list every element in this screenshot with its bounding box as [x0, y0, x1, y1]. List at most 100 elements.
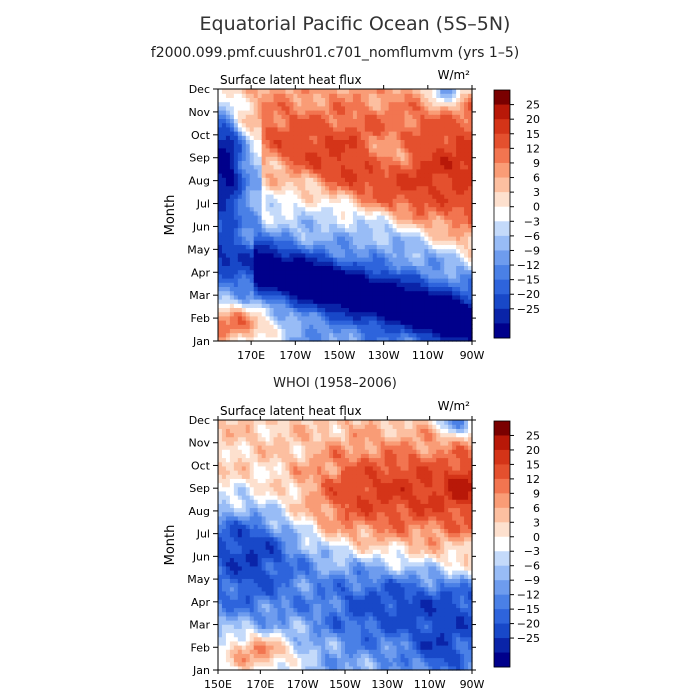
- heatmap-cell: [297, 223, 302, 229]
- heatmap-cell: [400, 105, 406, 111]
- heatmap-cell: [321, 278, 326, 283]
- heatmap-cell: [317, 290, 322, 296]
- heatmap-cell: [352, 299, 358, 304]
- heatmap-cell: [257, 511, 263, 517]
- heatmap-cell: [233, 126, 239, 132]
- heatmap-cell: [345, 126, 350, 132]
- heatmap-cell: [468, 177, 473, 182]
- heatmap-cell: [253, 299, 259, 304]
- heatmap-cell: [249, 299, 255, 304]
- heatmap-cell: [380, 336, 386, 342]
- heatmap-cell: [285, 139, 291, 145]
- heatmap-cell: [237, 101, 243, 107]
- heatmap-cell: [241, 482, 247, 488]
- heatmap-cell: [420, 147, 425, 153]
- heatmap-cell: [321, 282, 326, 287]
- heatmap-cell: [408, 189, 414, 195]
- heatmap-cell: [420, 320, 425, 325]
- heatmap-cell: [325, 299, 330, 304]
- heatmap-cell: [444, 223, 449, 229]
- heatmap-cell: [444, 189, 449, 195]
- heatmap-cell: [444, 278, 449, 283]
- heatmap-cell: [233, 665, 239, 671]
- heatmap-cell: [313, 93, 318, 98]
- heatmap-cell: [273, 332, 279, 338]
- heatmap-cell: [241, 252, 247, 258]
- heatmap-cell: [225, 557, 231, 563]
- heatmap-cell: [428, 320, 433, 325]
- heatmap-cell: [285, 632, 291, 638]
- heatmap-cell: [356, 105, 362, 111]
- heatmap-cell: [233, 189, 239, 195]
- heatmap-cell: [380, 173, 386, 178]
- heatmap-cell: [281, 645, 287, 650]
- heatmap-cell: [376, 152, 382, 157]
- heatmap-cell: [468, 164, 473, 170]
- heatmap-cell: [229, 332, 235, 338]
- heatmap-cell: [325, 194, 330, 199]
- heatmap-cell: [341, 139, 346, 145]
- heatmap-cell: [360, 236, 366, 241]
- heatmap-cell: [337, 131, 342, 136]
- heatmap-cell: [368, 328, 374, 334]
- heatmap-cell: [229, 139, 235, 145]
- heatmap-cell: [348, 126, 354, 132]
- heatmap-cell: [249, 147, 255, 153]
- heatmap-cell: [313, 324, 318, 329]
- heatmap-cell: [309, 303, 314, 308]
- heatmap-cell: [301, 265, 306, 271]
- heatmap-cell: [440, 206, 445, 212]
- heatmap-cell: [245, 143, 251, 149]
- heatmap-cell: [273, 173, 279, 178]
- heatmap-cell: [428, 290, 433, 296]
- figure-title: Equatorial Pacific Ocean (5S–5N): [200, 13, 511, 35]
- heatmap-cell: [225, 244, 231, 250]
- heatmap-cell: [273, 478, 279, 484]
- heatmap-cell: [456, 168, 461, 174]
- heatmap-cell: [269, 152, 275, 157]
- heatmap-cell: [468, 93, 473, 98]
- heatmap-cell: [261, 248, 267, 254]
- heatmap-cell: [317, 160, 322, 166]
- heatmap-cell: [400, 269, 406, 275]
- heatmap-cell: [265, 290, 271, 296]
- heatmap-cell: [225, 628, 231, 634]
- heatmap-cell: [317, 164, 322, 170]
- heatmap-cell: [237, 206, 243, 212]
- heatmap-cell: [265, 164, 271, 170]
- heatmap-cell: [289, 332, 295, 338]
- heatmap-cell: [257, 181, 263, 187]
- heatmap-cell: [297, 278, 302, 283]
- heatmap-cell: [337, 328, 342, 334]
- heatmap-cell: [364, 269, 370, 275]
- heatmap-cell: [464, 131, 469, 136]
- heatmap-cell: [356, 328, 362, 334]
- heatmap-cell: [396, 324, 402, 329]
- heatmap-cell: [348, 89, 354, 94]
- heatmap-cell: [345, 252, 350, 258]
- heatmap-cell: [265, 152, 271, 157]
- heatmap-cell: [229, 177, 235, 182]
- heatmap-cell: [273, 640, 279, 646]
- heatmap-cell: [341, 152, 346, 157]
- heatmap-cell: [233, 470, 239, 475]
- heatmap-cell: [265, 273, 271, 279]
- heatmap-cell: [384, 122, 390, 128]
- heatmap-cell: [253, 118, 259, 124]
- heatmap-cell: [257, 219, 263, 224]
- heatmap-cell: [233, 428, 239, 434]
- heatmap-cell: [281, 299, 287, 304]
- heatmap-cell: [408, 131, 414, 136]
- heatmap-cell: [348, 332, 354, 338]
- heatmap-cell: [273, 240, 279, 245]
- heatmap-cell: [261, 202, 267, 208]
- heatmap-cell: [412, 122, 418, 128]
- heatmap-cell: [269, 661, 275, 667]
- heatmap-cell: [348, 164, 354, 170]
- heatmap-cell: [241, 324, 247, 329]
- heatmap-cell: [277, 515, 283, 521]
- heatmap-cell: [317, 198, 322, 203]
- heatmap-cell: [269, 611, 275, 617]
- heatmap-cell: [305, 122, 310, 128]
- heatmap-cell: [257, 273, 263, 279]
